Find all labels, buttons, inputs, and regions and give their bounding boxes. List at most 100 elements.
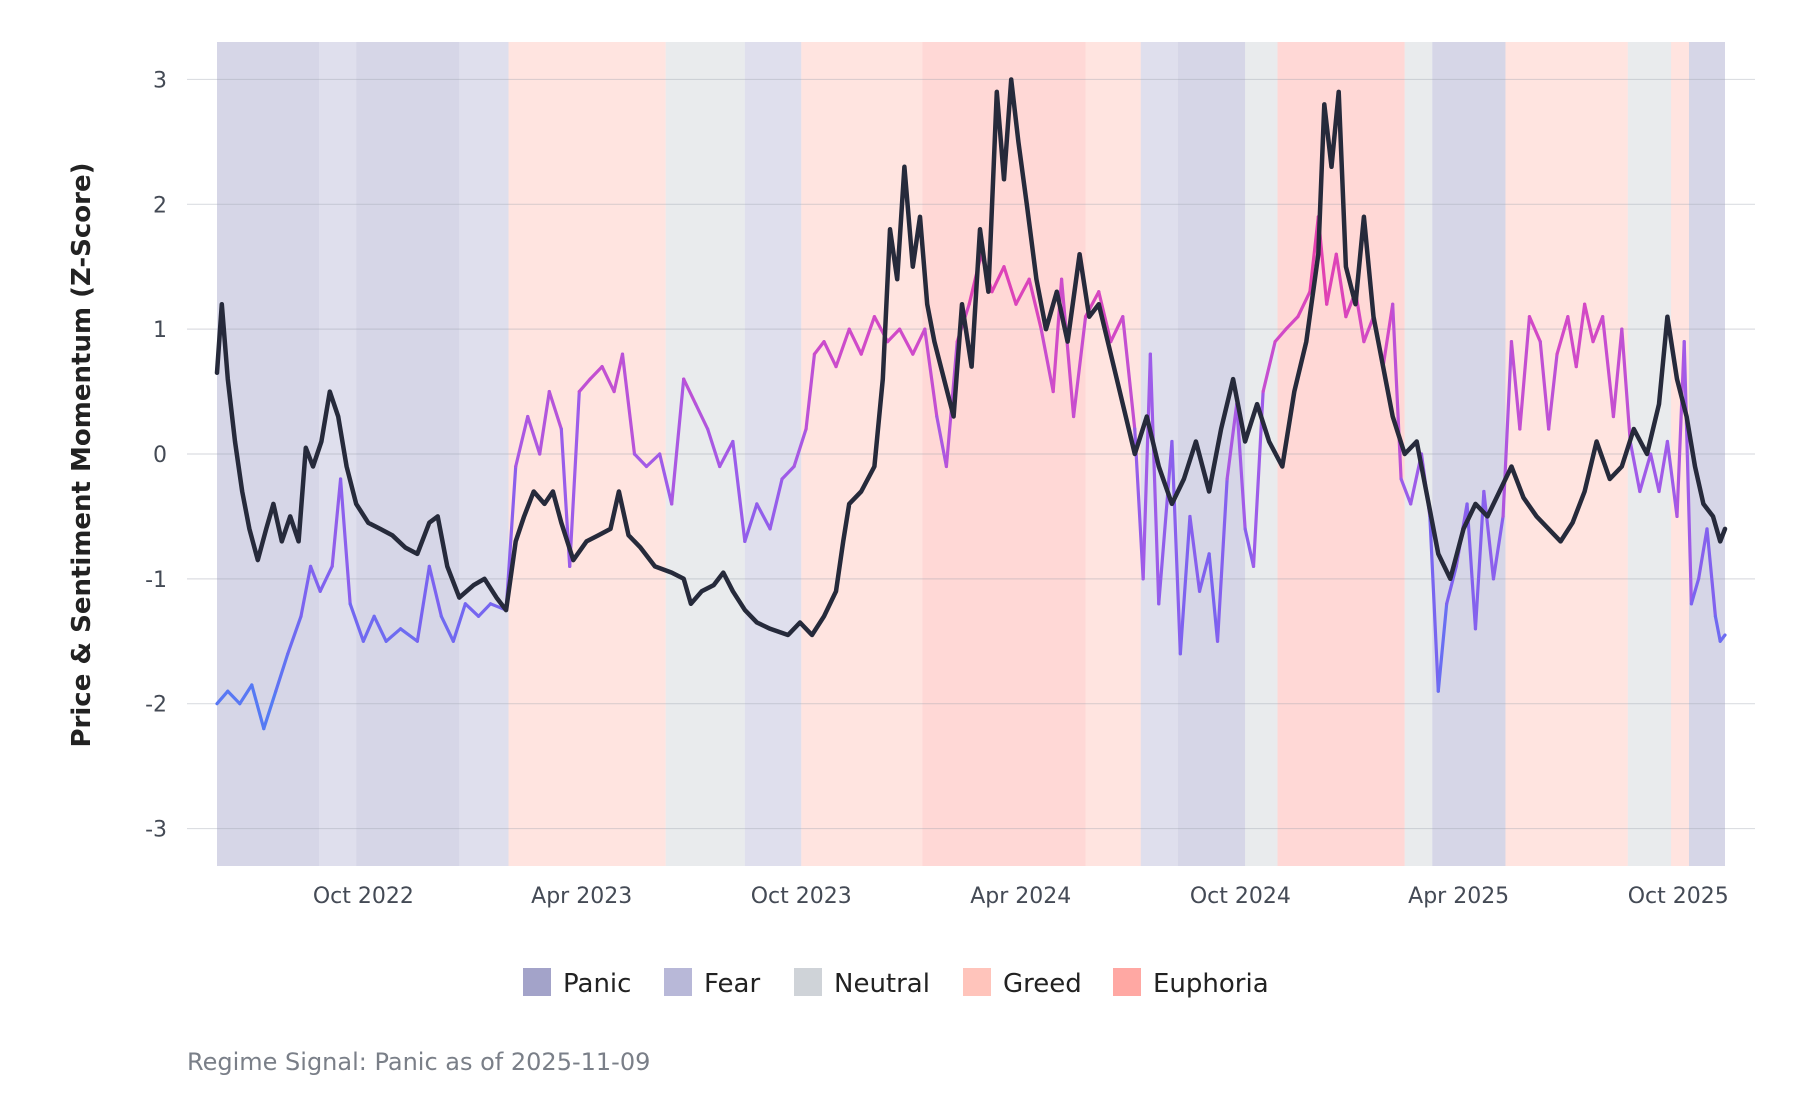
sentiment-segment: [1243, 527, 1256, 568]
sentiment-segment: [215, 689, 230, 706]
sentiment-segment: [755, 502, 772, 531]
sentiment-segment: [514, 414, 530, 469]
sentiment-segment: [1261, 340, 1277, 394]
sentiment-segment: [792, 427, 808, 469]
x-tick-label: Apr 2023: [531, 884, 632, 909]
sentiment-segment: [476, 602, 493, 618]
y-tick-labels: 3 2 1 0 -1 -2 -3: [145, 68, 167, 842]
sentiment-segment: [238, 683, 254, 706]
sentiment-segment: [568, 389, 581, 568]
sentiment-segment: [812, 340, 826, 356]
sentiment-segment: [694, 402, 710, 431]
sentiment-segment: [682, 377, 698, 406]
legend-swatch-neutral: [794, 968, 822, 996]
legend-label-panic: Panic: [563, 969, 631, 999]
sentiment-segment: [1197, 552, 1211, 593]
sentiment-segment: [1638, 452, 1653, 494]
regime-band-panic: [1177, 42, 1246, 866]
y-tick-label: 2: [153, 193, 167, 218]
regime-band-panic: [217, 42, 319, 866]
sentiment-segment: [1583, 302, 1595, 344]
regime-bands: [217, 42, 1725, 866]
sentiment-segment: [318, 564, 334, 593]
regime-band-panic: [356, 42, 460, 866]
sentiment-segment: [834, 327, 851, 369]
sentiment-segment: [923, 327, 939, 419]
sentiment-segment: [1381, 302, 1395, 369]
sentiment-segment: [1718, 633, 1727, 643]
sentiment-segment: [588, 365, 604, 381]
sentiment-segment: [1188, 514, 1202, 593]
sentiment-segment: [308, 564, 322, 593]
sentiment-segment: [600, 365, 616, 394]
sentiment-segment: [1141, 352, 1152, 581]
sentiment-segment: [1391, 302, 1403, 481]
regime-band-neutral: [665, 42, 745, 866]
sentiment-segment: [415, 564, 431, 643]
regime-band-neutral: [1245, 42, 1278, 866]
legend-swatch-euphoria: [1113, 968, 1141, 996]
sentiment-segment: [384, 627, 403, 643]
sentiment-segment: [439, 614, 455, 643]
sentiment-segment: [1235, 402, 1247, 531]
sentiment-segment: [1491, 514, 1505, 581]
sentiment-segment: [847, 327, 863, 356]
y-tick-label: -2: [145, 693, 167, 718]
sentiment-segment: [822, 340, 838, 369]
sentiment-segment: [372, 614, 388, 643]
sentiment-segment: [743, 502, 759, 543]
sentiment-segment: [1465, 502, 1478, 631]
sentiment-segment: [644, 452, 662, 469]
sentiment-segment: [1705, 527, 1718, 618]
grid-lines: [187, 78, 1755, 830]
sentiment-segment: [1657, 439, 1670, 494]
y-tick-label: 1: [153, 318, 167, 343]
sentiment-segment: [670, 377, 686, 506]
sentiment-segment: [1665, 439, 1679, 519]
sentiment-segment: [1518, 315, 1532, 431]
sentiment-segment: [1002, 265, 1018, 306]
sentiment-segment: [1273, 327, 1288, 344]
sentiment-segment: [1697, 527, 1709, 581]
sentiment-segment: [804, 352, 817, 431]
sentiment-segment: [1601, 315, 1616, 419]
sentiment-segment: [1014, 277, 1031, 306]
sentiment-segment: [286, 614, 303, 656]
sentiment-segment: [1027, 277, 1043, 331]
sentiment-segment: [1284, 315, 1300, 331]
sentiment-segment: [658, 452, 674, 506]
sentiment-segment: [1308, 215, 1320, 294]
sentiment-segment: [1689, 577, 1701, 606]
sentiment-segment: [1215, 477, 1229, 643]
sentiment-segment: [1428, 514, 1440, 693]
price-momentum-line: [214, 77, 1728, 638]
regime-band-fear: [318, 42, 357, 866]
y-tick-label: -1: [145, 568, 167, 593]
sentiment-segment: [768, 477, 784, 531]
sentiment-segment: [1538, 340, 1551, 431]
sentiment-segment: [1713, 614, 1722, 643]
sentiment-segment: [538, 389, 551, 456]
sentiment-segment: [898, 327, 915, 356]
sentiment-segment: [1097, 290, 1113, 344]
sentiment-segment: [1591, 315, 1605, 344]
sentiment-segment: [780, 464, 796, 481]
regime-band-panic: [1432, 42, 1506, 866]
sentiment-segment: [250, 683, 266, 731]
legend-swatch-fear: [664, 968, 692, 996]
sentiment-segment: [1675, 340, 1686, 519]
sentiment-segment: [1059, 277, 1076, 419]
legend-label-fear: Fear: [704, 969, 760, 999]
sentiment-segment: [620, 352, 637, 456]
sentiment-segment: [911, 327, 927, 356]
regime-band-greed: [508, 42, 666, 866]
legend-swatch-panic: [523, 968, 551, 996]
sentiment-segment: [338, 477, 352, 606]
sentiment-segment: [718, 439, 735, 469]
sentiment-segment: [547, 389, 563, 431]
sentiment-segment: [1501, 340, 1514, 519]
sentiment-segment: [1555, 315, 1570, 356]
legend-label-greed: Greed: [1003, 969, 1082, 999]
sentiment-segment: [526, 414, 542, 456]
